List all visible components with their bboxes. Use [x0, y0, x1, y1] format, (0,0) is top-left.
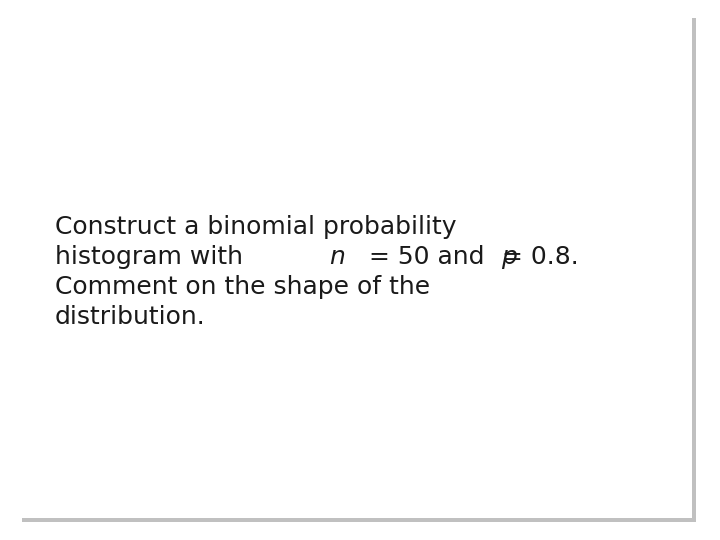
Text: Comment on the shape of the: Comment on the shape of the [55, 275, 430, 299]
Text: Construct a binomial probability: Construct a binomial probability [55, 215, 456, 239]
Text: n: n [328, 245, 344, 269]
Text: = 50 and: = 50 and [361, 245, 492, 269]
Text: distribution.: distribution. [55, 305, 206, 329]
FancyBboxPatch shape [18, 14, 692, 518]
Text: p: p [501, 245, 517, 269]
Text: = 0.8.: = 0.8. [494, 245, 579, 269]
FancyBboxPatch shape [22, 18, 696, 522]
Text: histogram with: histogram with [55, 245, 251, 269]
